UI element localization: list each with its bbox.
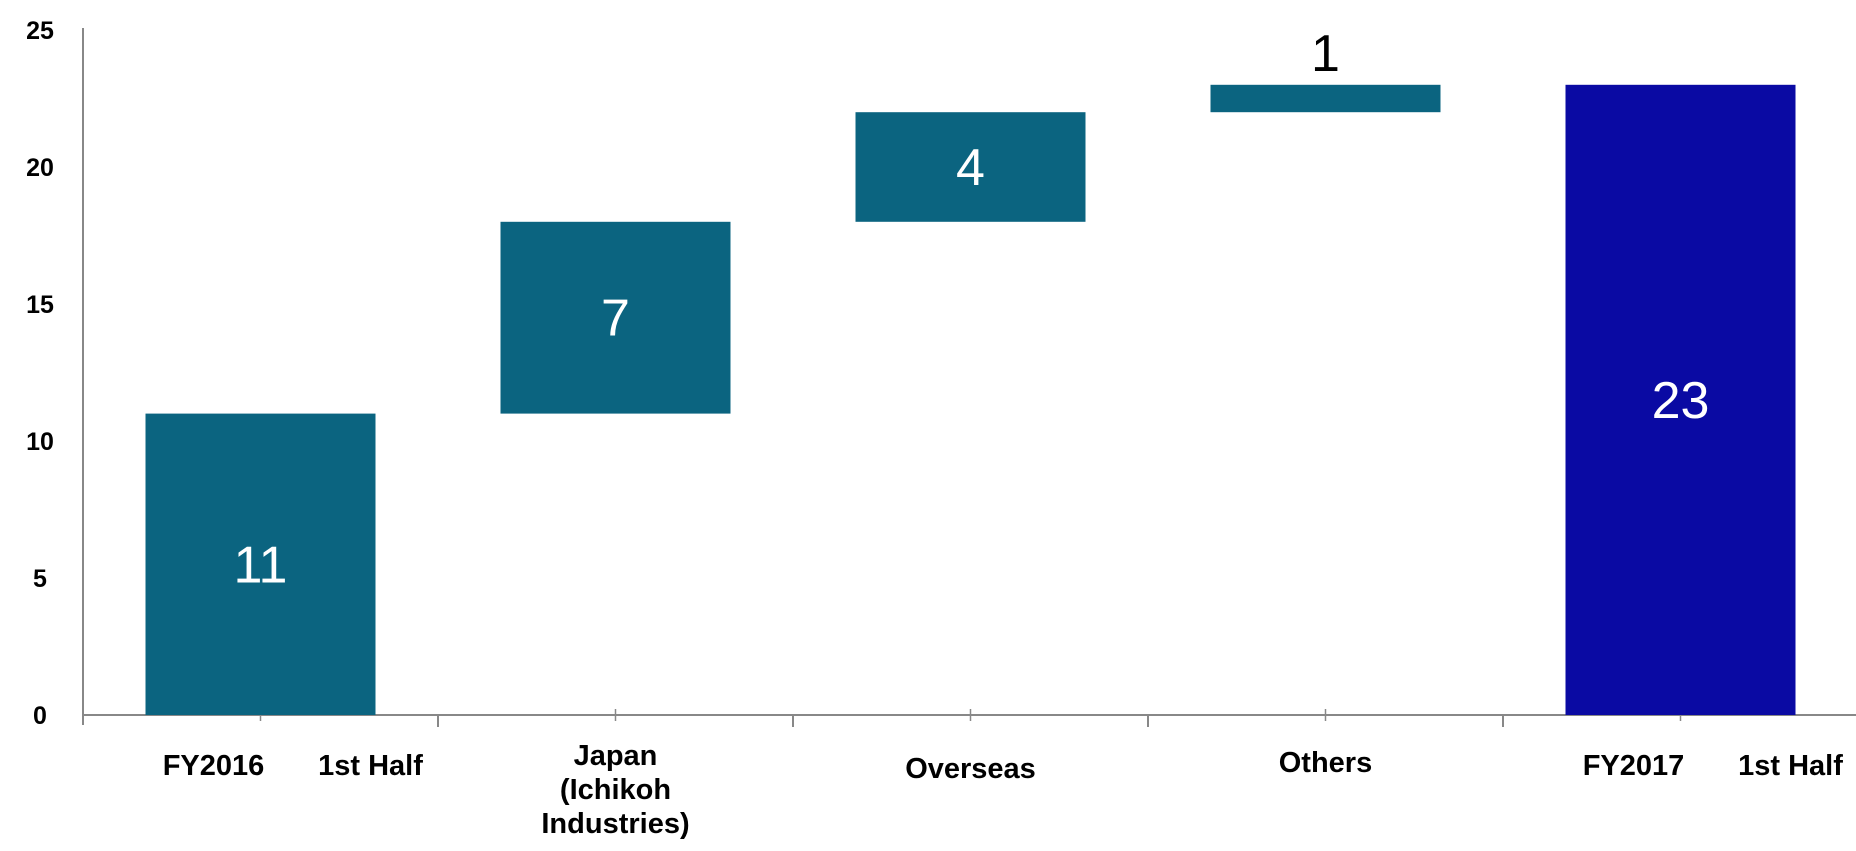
waterfall-bar bbox=[1210, 84, 1441, 113]
waterfall-bar bbox=[1565, 84, 1796, 716]
y-tick-label: 5 bbox=[33, 565, 47, 593]
y-tick-label: 10 bbox=[26, 428, 54, 456]
waterfall-bar bbox=[145, 413, 376, 715]
y-tick-label: 0 bbox=[33, 702, 47, 730]
x-category-label: Industries) bbox=[541, 808, 689, 840]
x-category-label: FY2017 bbox=[1583, 750, 1685, 782]
bars-group bbox=[145, 84, 1796, 716]
y-tick-label: 15 bbox=[26, 291, 54, 319]
y-tick-label: 25 bbox=[26, 17, 54, 45]
x-category-label: Japan bbox=[574, 740, 658, 772]
x-category-label: Overseas bbox=[905, 753, 1036, 785]
x-category-label: 1st Half bbox=[318, 750, 423, 782]
data-label: 11 bbox=[234, 536, 288, 594]
data-label: 4 bbox=[956, 139, 985, 197]
data-label: 1 bbox=[1311, 25, 1340, 83]
x-category-label: 1st Half bbox=[1738, 750, 1843, 782]
waterfall-bar bbox=[855, 112, 1086, 222]
data-label: 23 bbox=[1652, 372, 1710, 430]
y-tick-label: 20 bbox=[26, 154, 54, 182]
x-category-label: (Ichikoh bbox=[560, 774, 671, 806]
data-labels-group: 11 7 4 1 23 bbox=[234, 25, 1710, 594]
data-label: 7 bbox=[601, 290, 630, 348]
x-category-label: Others bbox=[1279, 747, 1372, 779]
y-axis: 0 5 10 15 20 25 bbox=[26, 17, 84, 730]
waterfall-bar bbox=[500, 221, 731, 414]
x-category-label: FY2016 bbox=[163, 750, 265, 782]
